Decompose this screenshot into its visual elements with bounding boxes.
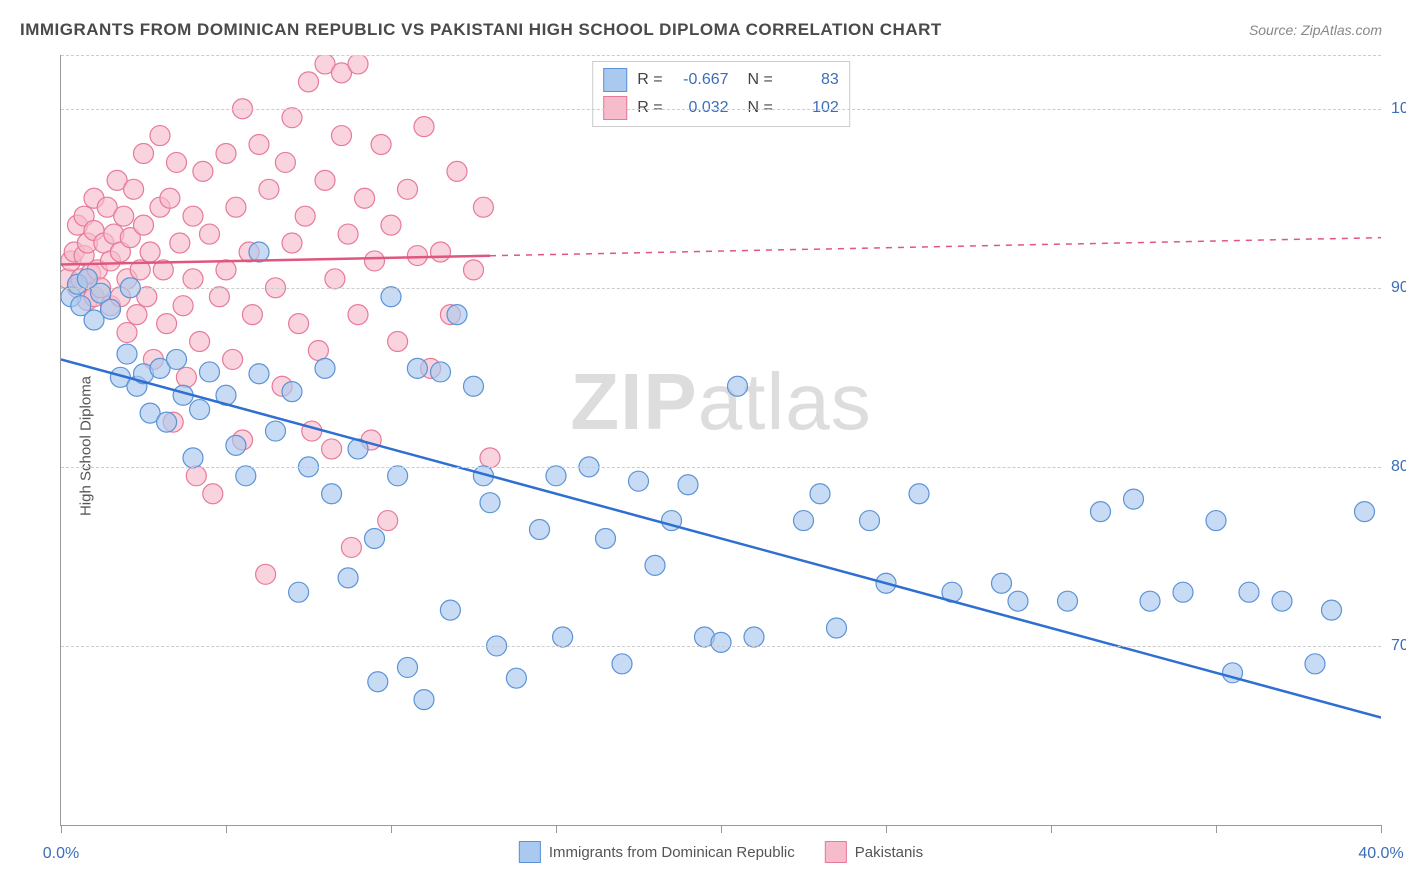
x-tick	[556, 825, 557, 833]
x-tick-label: 0.0%	[43, 845, 79, 863]
chart-svg	[61, 55, 1381, 825]
gridline-h	[61, 467, 1381, 468]
x-tick	[1381, 825, 1382, 833]
legend-item: Immigrants from Dominican Republic	[519, 841, 795, 863]
gridline-h	[61, 55, 1381, 56]
gridline-h	[61, 288, 1381, 289]
source-label: Source: ZipAtlas.com	[1249, 22, 1382, 38]
x-tick	[391, 825, 392, 833]
y-tick-label: 80.0%	[1391, 458, 1406, 476]
y-tick-label: 70.0%	[1391, 637, 1406, 655]
y-tick-label: 100.0%	[1391, 100, 1406, 118]
x-tick	[226, 825, 227, 833]
gridline-h	[61, 109, 1381, 110]
plot-area: ZIPatlas R = -0.667 N = 83R = 0.032 N = …	[60, 55, 1381, 826]
legend-item: Pakistanis	[825, 841, 923, 863]
chart-title: IMMIGRANTS FROM DOMINICAN REPUBLIC VS PA…	[20, 20, 942, 40]
x-tick	[1216, 825, 1217, 833]
x-tick	[61, 825, 62, 833]
y-tick-label: 90.0%	[1391, 279, 1406, 297]
x-tick	[721, 825, 722, 833]
x-tick	[886, 825, 887, 833]
legend-bottom: Immigrants from Dominican Republic Pakist…	[519, 841, 923, 863]
x-tick	[1051, 825, 1052, 833]
x-tick-label: 40.0%	[1358, 845, 1403, 863]
gridline-h	[61, 646, 1381, 647]
